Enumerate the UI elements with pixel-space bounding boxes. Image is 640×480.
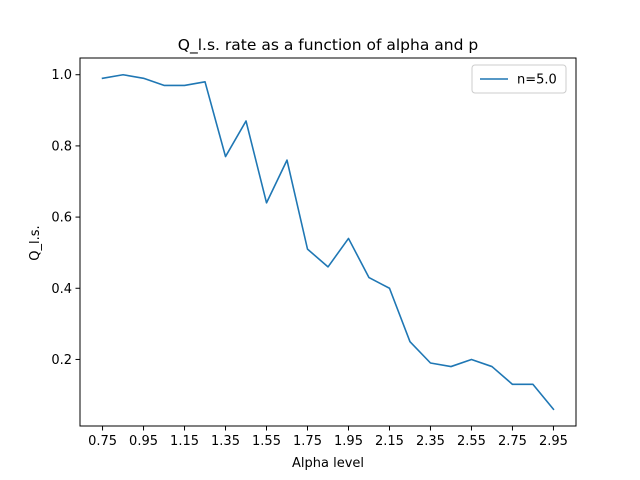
plot-area: 0.75 0.95 1.15 1.35 1.55 1.75 1.95 2.15 2.35 2.55… [51,57,577,449]
x-tick-label: 2.75 [498,434,527,449]
y-tick-label: 0.6 [51,211,72,226]
x-tick-label: 1.75 [293,434,322,449]
x-tick-label: 2.35 [416,434,445,449]
x-tick-label: 0.75 [88,434,117,449]
y-tick-label: 0.2 [51,353,72,368]
y-tick-label: 0.4 [51,282,72,297]
axes-frame [79,57,577,427]
x-tick-label: 2.15 [375,434,404,449]
legend-label: n=5.0 [517,73,557,88]
y-tick-label: 0.8 [51,139,72,154]
x-tick-label: 0.95 [129,434,158,449]
axes-background [80,58,576,426]
series-line-0 [101,73,555,411]
x-tick-label: 1.95 [334,434,363,449]
x-tick-label: 1.55 [252,434,281,449]
chart-title: Q_l.s. rate as a function of alpha and p [178,36,478,55]
y-tick-label: 1.0 [51,68,72,83]
x-axis-label: Alpha level [292,456,364,471]
y-axis-label: Q_l.s. [28,225,43,260]
x-tick-label: 2.55 [457,434,486,449]
legend-box [471,64,567,94]
x-tick-label: 2.95 [539,434,568,449]
x-tick-label: 1.15 [170,434,199,449]
x-tick-label: 1.35 [211,434,240,449]
